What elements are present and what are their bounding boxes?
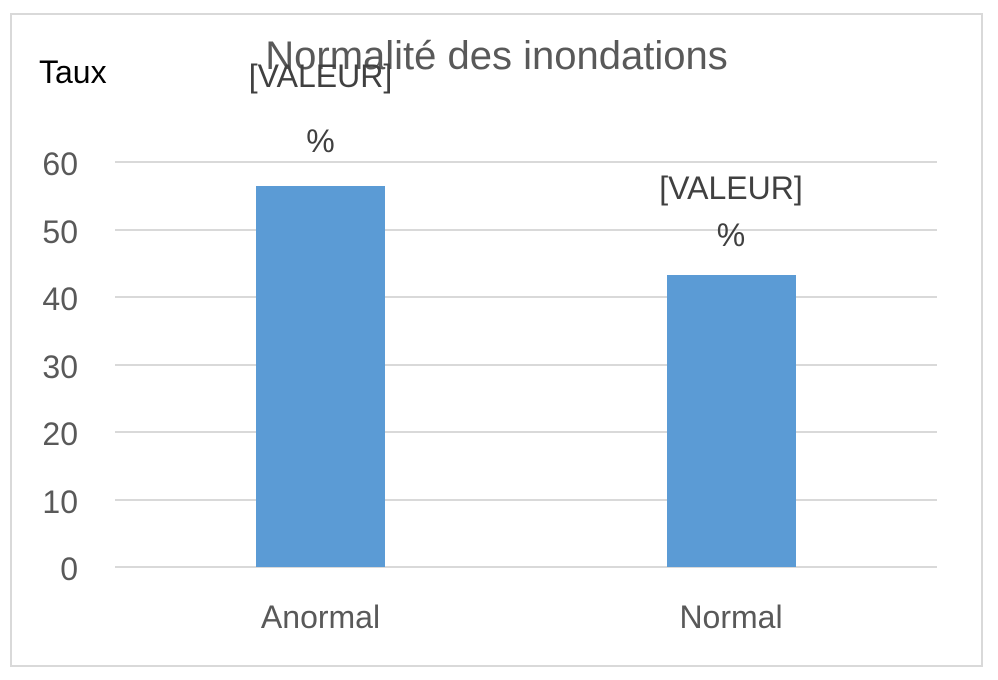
chart-title: Normalité des inondations bbox=[265, 34, 728, 78]
gridline-20 bbox=[115, 431, 937, 433]
y-tick-label-20: 20 bbox=[42, 416, 78, 452]
gridline-30 bbox=[115, 363, 937, 366]
y-tick-label-50: 50 bbox=[42, 213, 78, 250]
data-label-normal-line2: % bbox=[716, 217, 746, 253]
y-tick-label-60: 60 bbox=[42, 146, 78, 182]
bar-anormal bbox=[256, 185, 385, 567]
data-label-normal-line1: [VALEUR] bbox=[659, 170, 803, 206]
gridline-0 bbox=[115, 566, 937, 568]
y-axis-title: Taux bbox=[39, 54, 107, 90]
gridline-40 bbox=[115, 296, 937, 298]
y-tick-label-10: 10 bbox=[42, 483, 78, 520]
chart-frame bbox=[10, 13, 983, 667]
y-tick-label-40: 40 bbox=[42, 281, 78, 317]
data-label-anormal-line1: [VALEUR] bbox=[248, 58, 393, 94]
data-label-anormal-line2: % bbox=[306, 123, 335, 159]
gridline-60 bbox=[115, 161, 937, 163]
gridline-50 bbox=[115, 228, 937, 231]
y-tick-label-0: 0 bbox=[60, 551, 78, 587]
gridline-10 bbox=[115, 498, 937, 501]
bar-normal bbox=[666, 274, 796, 567]
category-label-normal: Normal bbox=[679, 599, 783, 635]
category-label-anormal: Anormal bbox=[260, 599, 381, 635]
y-tick-label-30: 30 bbox=[42, 348, 78, 385]
